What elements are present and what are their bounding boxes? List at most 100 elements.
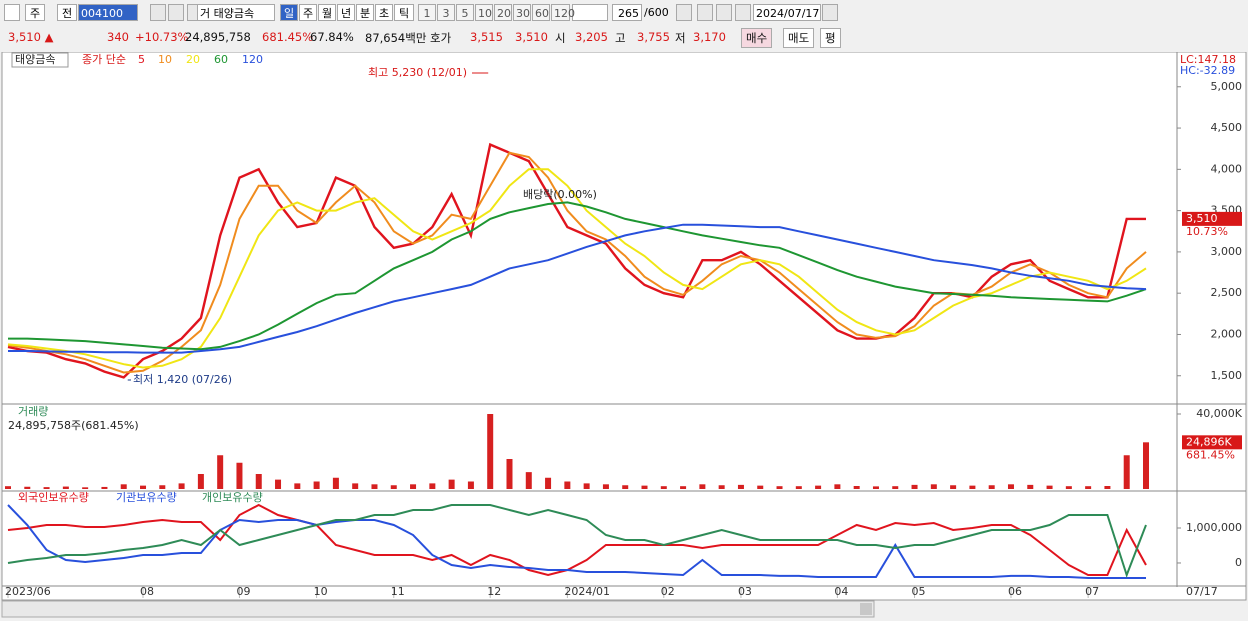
legend-entry: 개인보유수량 xyxy=(202,491,263,504)
toolbar-item[interactable]: 004100 xyxy=(78,4,138,21)
series-line xyxy=(8,201,1147,351)
quote-field: 3,510 ▲ xyxy=(8,30,54,44)
x-tick-label: 10 xyxy=(314,585,328,598)
toolbar-item[interactable]: 초 xyxy=(375,4,393,21)
toolbar-item[interactable]: 틱 xyxy=(394,4,414,21)
volume-bar xyxy=(757,485,764,489)
x-tick-label: 02 xyxy=(661,585,675,598)
toolbar-item[interactable]: 2024/07/17 xyxy=(753,4,821,21)
volume-bar xyxy=(1007,484,1014,489)
tool-icon[interactable] xyxy=(716,4,732,21)
order-button[interactable]: 평 xyxy=(820,28,841,48)
volume-bar xyxy=(43,487,50,489)
volume-bar xyxy=(236,462,243,489)
quote-field: 681.45% xyxy=(262,30,314,44)
title-box xyxy=(11,52,69,68)
toolbar-item[interactable]: 265 xyxy=(612,4,642,21)
tool-icon[interactable] xyxy=(822,4,838,21)
chart-title: 태양금속 xyxy=(15,53,55,66)
volume-bar xyxy=(853,486,860,489)
tool-icon[interactable] xyxy=(150,4,166,21)
volume-bar xyxy=(969,485,976,489)
dropdown[interactable] xyxy=(572,4,608,21)
volume-bar xyxy=(660,486,667,489)
quote-field: 24,895,758 xyxy=(185,30,251,44)
x-tick-label: 11 xyxy=(391,585,405,598)
toolbar-item[interactable]: 주 xyxy=(299,4,317,21)
volume-bar xyxy=(467,481,474,489)
panel-subtitle: 24,895,758주(681.45%) xyxy=(8,419,139,432)
y-tick-label: 5,000 xyxy=(1211,80,1243,93)
toolbar-item[interactable]: 3 xyxy=(437,4,455,21)
series-line xyxy=(7,504,1147,578)
y-tick-label: 40,000K xyxy=(1196,407,1242,420)
volume-bar xyxy=(1065,486,1072,489)
quote-field: 호가 xyxy=(430,31,452,45)
x-tick-label: 08 xyxy=(140,585,154,598)
legend-entry: 외국인보유수량 xyxy=(18,491,89,504)
volume-bar xyxy=(390,485,397,489)
quote-field: 저 xyxy=(675,31,686,45)
last-price: 3,510 xyxy=(1186,212,1218,225)
volume-bar xyxy=(583,483,590,489)
volume-bar xyxy=(5,486,11,489)
volume-bar xyxy=(506,459,513,489)
y-tick-label: 2,000 xyxy=(1211,327,1243,340)
x-tick-label: 2023/06 xyxy=(5,585,51,598)
volume-bar xyxy=(24,486,31,489)
volume-bar xyxy=(140,485,147,489)
x-tick-label: 09 xyxy=(236,585,250,598)
volume-bar xyxy=(525,472,532,489)
toolbar-item[interactable]: 120 xyxy=(551,4,575,21)
toolbar-item[interactable]: 월 xyxy=(318,4,336,21)
toolbar-item[interactable]: 20 xyxy=(494,4,512,21)
order-button[interactable]: 매도 xyxy=(783,28,815,48)
x-end-label: 07/17 xyxy=(1186,585,1218,598)
tool-icon[interactable] xyxy=(735,4,751,21)
volume-bar xyxy=(448,479,455,489)
last-volume-tag xyxy=(1182,435,1242,450)
hc-label: HC:-32.89 xyxy=(1180,64,1235,77)
toolbar-item[interactable]: 30 xyxy=(513,4,531,21)
toolbar-item[interactable]: 전 xyxy=(57,4,77,21)
toolbar-item[interactable]: 5 xyxy=(456,4,474,21)
panel-title: 거래량 xyxy=(18,405,48,418)
volume-bar xyxy=(718,485,725,489)
legend-entry: 120 xyxy=(242,53,263,66)
toolbar-item[interactable]: 년 xyxy=(337,4,355,21)
toolbar-item[interactable]: 1 xyxy=(418,4,436,21)
volume-bar xyxy=(680,486,687,489)
toolbar-item[interactable]: /600 xyxy=(644,6,669,19)
toolbar-item[interactable]: 일 xyxy=(280,4,298,21)
y-tick-label: 4,500 xyxy=(1211,121,1243,134)
volume-bar xyxy=(410,484,417,489)
quote-field: 67.84% xyxy=(310,30,354,44)
toolbar-item[interactable]: 60 xyxy=(532,4,550,21)
icon[interactable] xyxy=(4,4,20,21)
x-tick-label: 05 xyxy=(912,585,926,598)
tool-icon[interactable] xyxy=(168,4,184,21)
volume-bar xyxy=(1027,484,1034,489)
toolbar-item[interactable]: 거 태양금속 xyxy=(197,4,275,21)
volume-bar xyxy=(197,474,204,489)
legend-entry: 20 xyxy=(186,53,200,66)
toolbar-item[interactable]: 주 xyxy=(25,4,45,21)
tool-icon[interactable] xyxy=(697,4,713,21)
toolbar-item[interactable]: 분 xyxy=(356,4,374,21)
tool-icon[interactable] xyxy=(676,4,692,21)
volume-bar xyxy=(1143,442,1149,489)
quote-field: 340 xyxy=(107,30,129,44)
volume-bar xyxy=(988,485,995,489)
volume-bar xyxy=(795,486,802,489)
volume-bar xyxy=(930,484,937,489)
volume-bar xyxy=(101,486,108,489)
order-button[interactable]: 매수 xyxy=(741,28,773,48)
quote-field: 3,205 xyxy=(575,30,608,44)
volume-bar xyxy=(737,484,744,489)
volume-bar xyxy=(776,486,783,489)
volume-bar xyxy=(545,477,552,489)
volume-bar xyxy=(82,487,89,489)
change-label: 10.73% xyxy=(1186,225,1228,238)
volume-bar xyxy=(487,414,494,489)
toolbar-item[interactable]: 10 xyxy=(475,4,493,21)
